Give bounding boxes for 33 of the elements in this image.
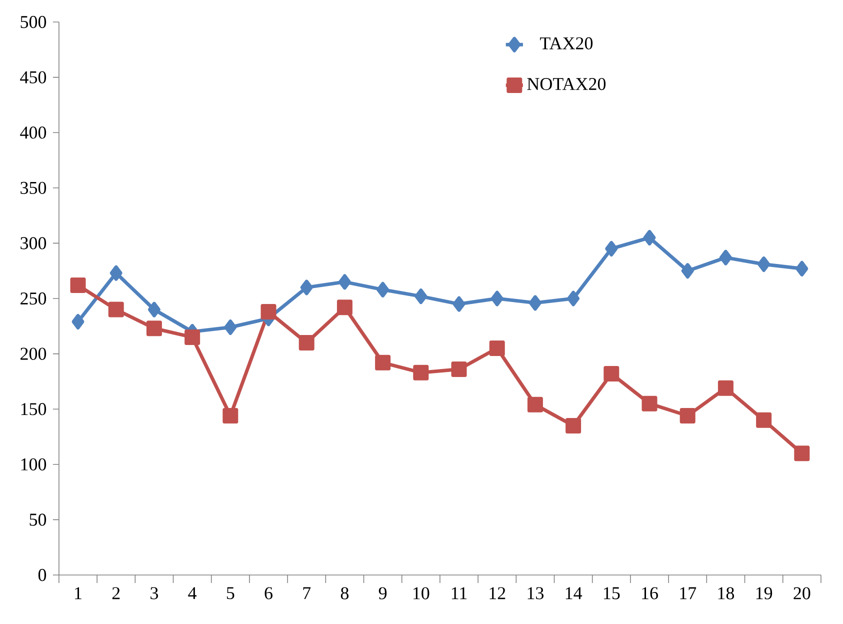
x-tick-label: 15 (604, 587, 620, 600)
x-tick-label: 11 (452, 587, 467, 600)
y-tick-label: 200 (20, 348, 46, 360)
x-tick-label: 1 (75, 587, 82, 600)
x-tick-label: 12 (490, 587, 506, 600)
x-tick-label: 2 (112, 587, 120, 600)
y-tick-label: 50 (30, 514, 46, 526)
legend-label: TAX20 (540, 37, 593, 50)
y-tick-label: 150 (21, 403, 46, 416)
x-tick-label: 4 (188, 587, 197, 600)
x-tick-label: 19 (756, 587, 772, 600)
x-tick-label: 7 (303, 587, 311, 599)
x-tick-label: 6 (264, 587, 272, 600)
y-tick-label: 300 (20, 237, 46, 250)
x-tick-label: 20 (794, 587, 810, 600)
y-tick-label: 500 (20, 16, 46, 28)
legend-label: NOTAX20 (527, 78, 606, 90)
y-tick-label: 0 (38, 568, 46, 582)
x-tick-label: 16 (642, 587, 658, 600)
x-tick-label: 3 (150, 587, 158, 600)
x-tick-label: 17 (680, 587, 696, 600)
y-tick-label: 350 (20, 182, 46, 194)
x-tick-label: 5 (226, 587, 234, 600)
x-tick-label: 9 (378, 587, 387, 600)
x-tick-label: 10 (413, 587, 430, 600)
y-tick-label: 250 (20, 292, 46, 305)
x-tick-label: 18 (718, 587, 734, 600)
x-tick-label: 13 (528, 587, 544, 600)
x-tick-label: 8 (340, 587, 349, 600)
y-tick-label: 100 (21, 458, 46, 470)
y-tick-label: 450 (20, 71, 46, 84)
x-tick-label: 14 (566, 587, 582, 600)
y-tick-label: 400 (20, 126, 46, 139)
